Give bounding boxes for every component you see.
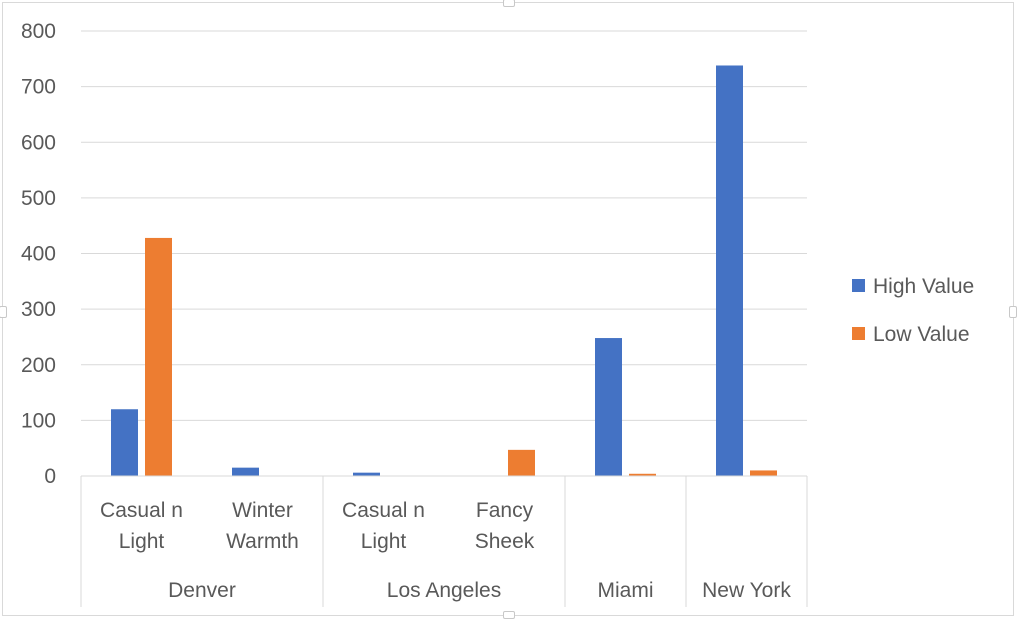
x-axis: Casual n Light Winter Warmth Casual n Light Fa… — [80, 475, 808, 607]
y-tick-label: 800 — [21, 20, 56, 43]
x-category-label: Light — [361, 530, 407, 553]
y-tick-label: 600 — [21, 131, 56, 154]
legend: High Value Low Value — [852, 275, 974, 346]
bar-high-value[interactable] — [595, 338, 622, 476]
x-group-label: Denver — [168, 579, 236, 602]
resize-handle-top[interactable] — [503, 0, 515, 7]
bar-low-value[interactable] — [629, 473, 656, 476]
y-tick-label: 400 — [21, 243, 56, 266]
resize-handle-bottom[interactable] — [503, 611, 515, 619]
x-category-label: Light — [119, 530, 165, 553]
x-category-label: Casual n — [342, 499, 425, 522]
y-tick-label: 300 — [21, 298, 56, 321]
bar-high-value[interactable] — [353, 472, 380, 476]
x-group-label: Los Angeles — [387, 579, 501, 602]
gridlines — [81, 30, 807, 477]
bar-high-value[interactable] — [111, 409, 138, 476]
x-category-label: Warmth — [226, 530, 299, 553]
y-tick-label: 500 — [21, 187, 56, 210]
x-category-label: Fancy — [476, 499, 534, 522]
y-tick-label: 700 — [21, 76, 56, 99]
x-category-label: Sheek — [475, 530, 535, 553]
x-category-label: Winter — [232, 499, 293, 522]
x-group-label: Miami — [598, 579, 654, 602]
bar-high-value[interactable] — [232, 467, 259, 476]
y-tick-label: 100 — [21, 409, 56, 432]
bar-low-value[interactable] — [145, 237, 172, 476]
bars — [111, 65, 777, 477]
resize-handle-right[interactable] — [1009, 306, 1017, 318]
x-category-label: Casual n — [100, 499, 183, 522]
y-axis-ticks: 0 100 200 300 400 500 600 700 800 — [21, 20, 56, 488]
bar-low-value[interactable] — [750, 470, 777, 476]
legend-label: High Value — [873, 275, 974, 298]
resize-handle-left[interactable] — [0, 306, 7, 318]
bar-high-value[interactable] — [716, 65, 743, 477]
x-group-label: New York — [702, 579, 791, 602]
y-tick-label: 0 — [44, 465, 56, 488]
legend-label: Low Value — [873, 323, 970, 346]
legend-swatch — [852, 327, 865, 340]
bar-low-value[interactable] — [508, 449, 535, 476]
legend-swatch — [852, 279, 865, 292]
y-tick-label: 200 — [21, 354, 56, 377]
